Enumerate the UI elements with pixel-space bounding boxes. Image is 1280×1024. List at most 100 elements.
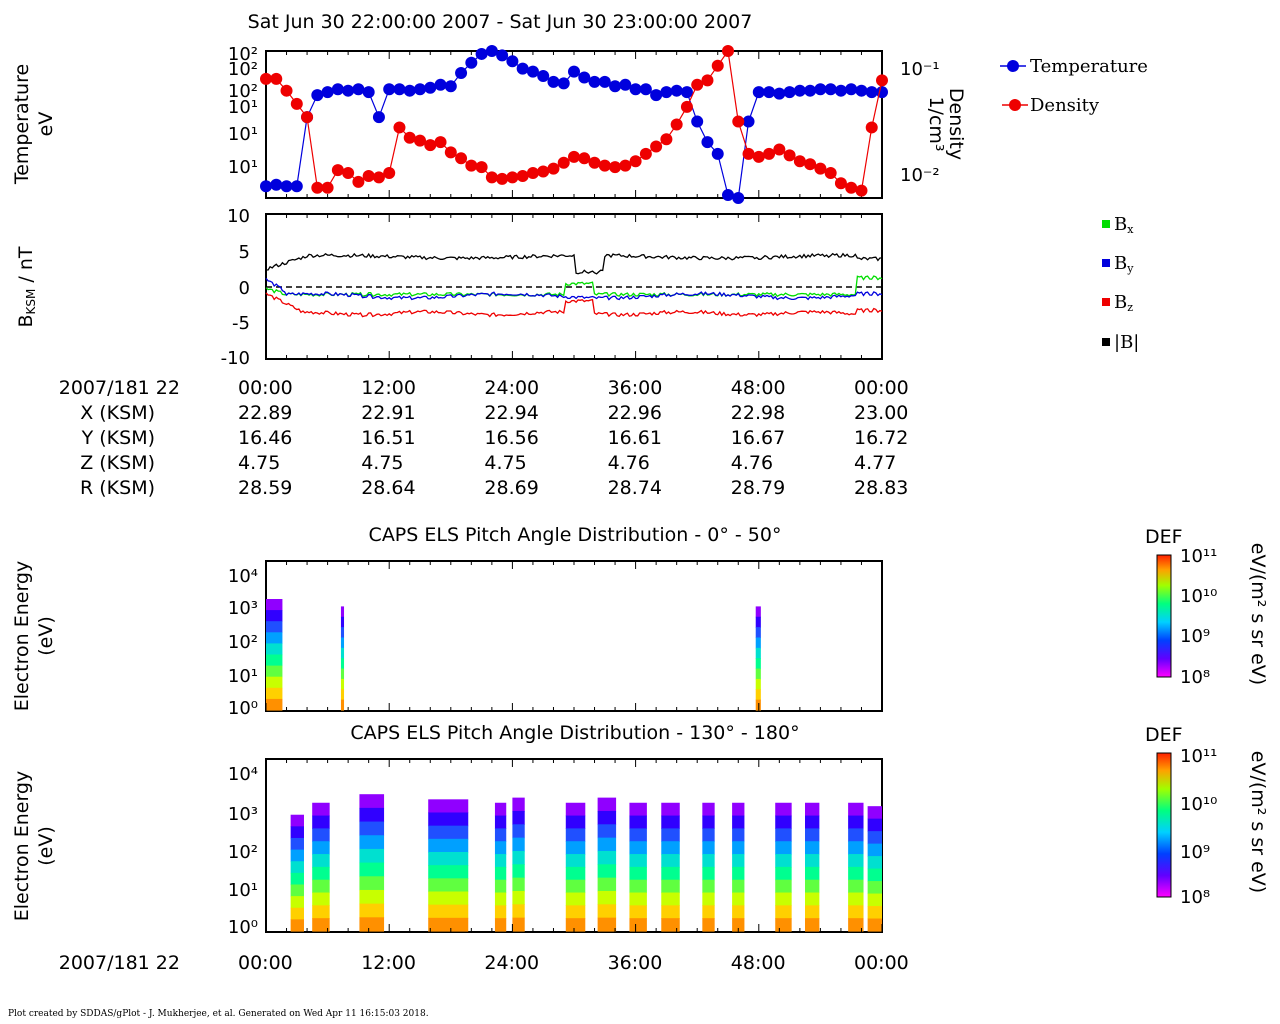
density-point (773, 143, 786, 156)
spectrogram-cell (512, 850, 525, 865)
spectrogram-cell (428, 838, 469, 853)
ephemeris-value: 22.94 (484, 402, 538, 424)
spectrogram-cell (805, 892, 820, 906)
colorbar1-tick: 10⁹ (1180, 626, 1210, 647)
temperature-point (537, 69, 550, 82)
density-point (804, 158, 817, 171)
spectrogram-cell (629, 892, 647, 906)
temperature-point (732, 192, 745, 204)
spectrogram-cell (732, 802, 745, 817)
spectrogram-cell (340, 627, 345, 639)
ephemeris-value: 28.79 (731, 477, 785, 499)
ephemeris-row-label: Z (KSM) (80, 452, 155, 474)
spectrogram-cell (597, 864, 617, 879)
temperature-point (742, 115, 755, 128)
spectrogram-cell (359, 862, 385, 877)
temperature-point (516, 62, 529, 75)
density-point (650, 140, 663, 153)
spectrogram-cell (565, 815, 586, 829)
spectrogram-cell (848, 905, 864, 919)
ephemeris-value: 23.00 (854, 402, 908, 424)
density-point (793, 155, 806, 168)
density-point (568, 150, 580, 163)
spectrogram-cell (702, 802, 715, 817)
spectrogram-cell (512, 837, 525, 852)
spectrogram-cell (775, 866, 792, 881)
spectrogram-cell (702, 828, 715, 842)
spectrogram-cell (494, 866, 507, 881)
spectrogram-cell (805, 905, 820, 919)
spectrogram-cell (848, 841, 864, 855)
density-point (814, 162, 827, 175)
panel3-ytick: 10³ (228, 598, 258, 619)
ephemeris-time-tick: 12:00 (361, 377, 416, 399)
temperature-point (321, 86, 334, 99)
spectrogram-cell (775, 815, 792, 829)
temperature-point (362, 86, 375, 99)
panel-temperature-density: Temperature eV 10² 10² 10² 10¹ 10¹ 10¹ 1… (11, 44, 1148, 204)
spectrogram-cell (732, 854, 745, 868)
spectrogram-cell (867, 856, 882, 870)
panel3-ytick: 10⁴ (228, 566, 258, 587)
spectrogram-cell (775, 841, 792, 855)
spectrogram-cell (565, 828, 586, 842)
spectrogram-cell (805, 879, 820, 894)
spectrogram-cell (290, 896, 304, 909)
spectrogram-cell (565, 841, 586, 855)
spectrogram-cell (597, 837, 617, 852)
temperature-point (845, 83, 858, 96)
density-point (526, 167, 539, 180)
spectrogram-cell (312, 879, 330, 894)
panel3-ytick: 10¹ (228, 666, 258, 687)
spectrogram-cell (867, 806, 882, 820)
temperature-point (629, 83, 642, 96)
colorbar2-tick: 10¹¹ (1180, 746, 1217, 767)
spectrogram-cell (312, 918, 330, 932)
spectrogram-cell (428, 865, 469, 879)
spectrogram-cell (629, 879, 647, 894)
spectrogram-cell (428, 812, 469, 827)
panel4-ytick: 10⁴ (228, 764, 258, 785)
ephemeris-table: 2007/181 22 00:00 12:00 24:00 36:00 48:00 00:… (59, 377, 909, 499)
spectrogram-cell (359, 835, 385, 850)
panel3-ytick: 10² (228, 632, 258, 653)
spectrogram-cell (359, 889, 385, 905)
spectrogram-cell (597, 917, 617, 932)
spectrogram-cell (290, 837, 304, 851)
spectrogram-cell (290, 884, 304, 897)
spectrogram-cell (702, 892, 715, 906)
density-point (372, 171, 385, 184)
spectrogram-cell (340, 668, 345, 680)
temperature-point (557, 77, 570, 90)
spectrogram-cell (565, 866, 586, 881)
spectrogram-cell (597, 824, 617, 839)
density-point (824, 167, 837, 180)
spectrogram-cell (848, 815, 864, 829)
panel4-xticklabels: 00:00 12:00 24:00 36:00 48:00 00:00 (238, 952, 909, 974)
spectrogram-cell (512, 864, 525, 879)
panel2-ytick: -5 (232, 313, 250, 334)
temperature-point (865, 86, 878, 99)
panel1-y2tick: 10⁻² (900, 165, 940, 186)
panel1-ytick: 10¹ (228, 97, 258, 118)
x-tick-label: 00:00 (854, 952, 909, 974)
temperature-point (722, 189, 734, 202)
spectrogram-cell (428, 904, 469, 919)
temperature-point (444, 80, 457, 93)
density-point (834, 177, 847, 190)
temperature-point (260, 180, 272, 193)
spectrogram-cell (597, 810, 617, 825)
bz-line (265, 292, 883, 318)
density-point (311, 181, 324, 194)
spectrogram-cell (340, 658, 345, 670)
spectrogram-cell (805, 866, 820, 881)
density-point (434, 136, 447, 149)
panel3-title: CAPS ELS Pitch Angle Distribution - 0° -… (369, 524, 782, 546)
legend-bx-marker (1102, 220, 1110, 228)
temperature-point (588, 75, 601, 88)
spectrogram-cell (775, 802, 792, 817)
spectrogram-cell (848, 879, 864, 894)
density-point (691, 78, 704, 91)
spectrogram-cell (359, 903, 385, 918)
